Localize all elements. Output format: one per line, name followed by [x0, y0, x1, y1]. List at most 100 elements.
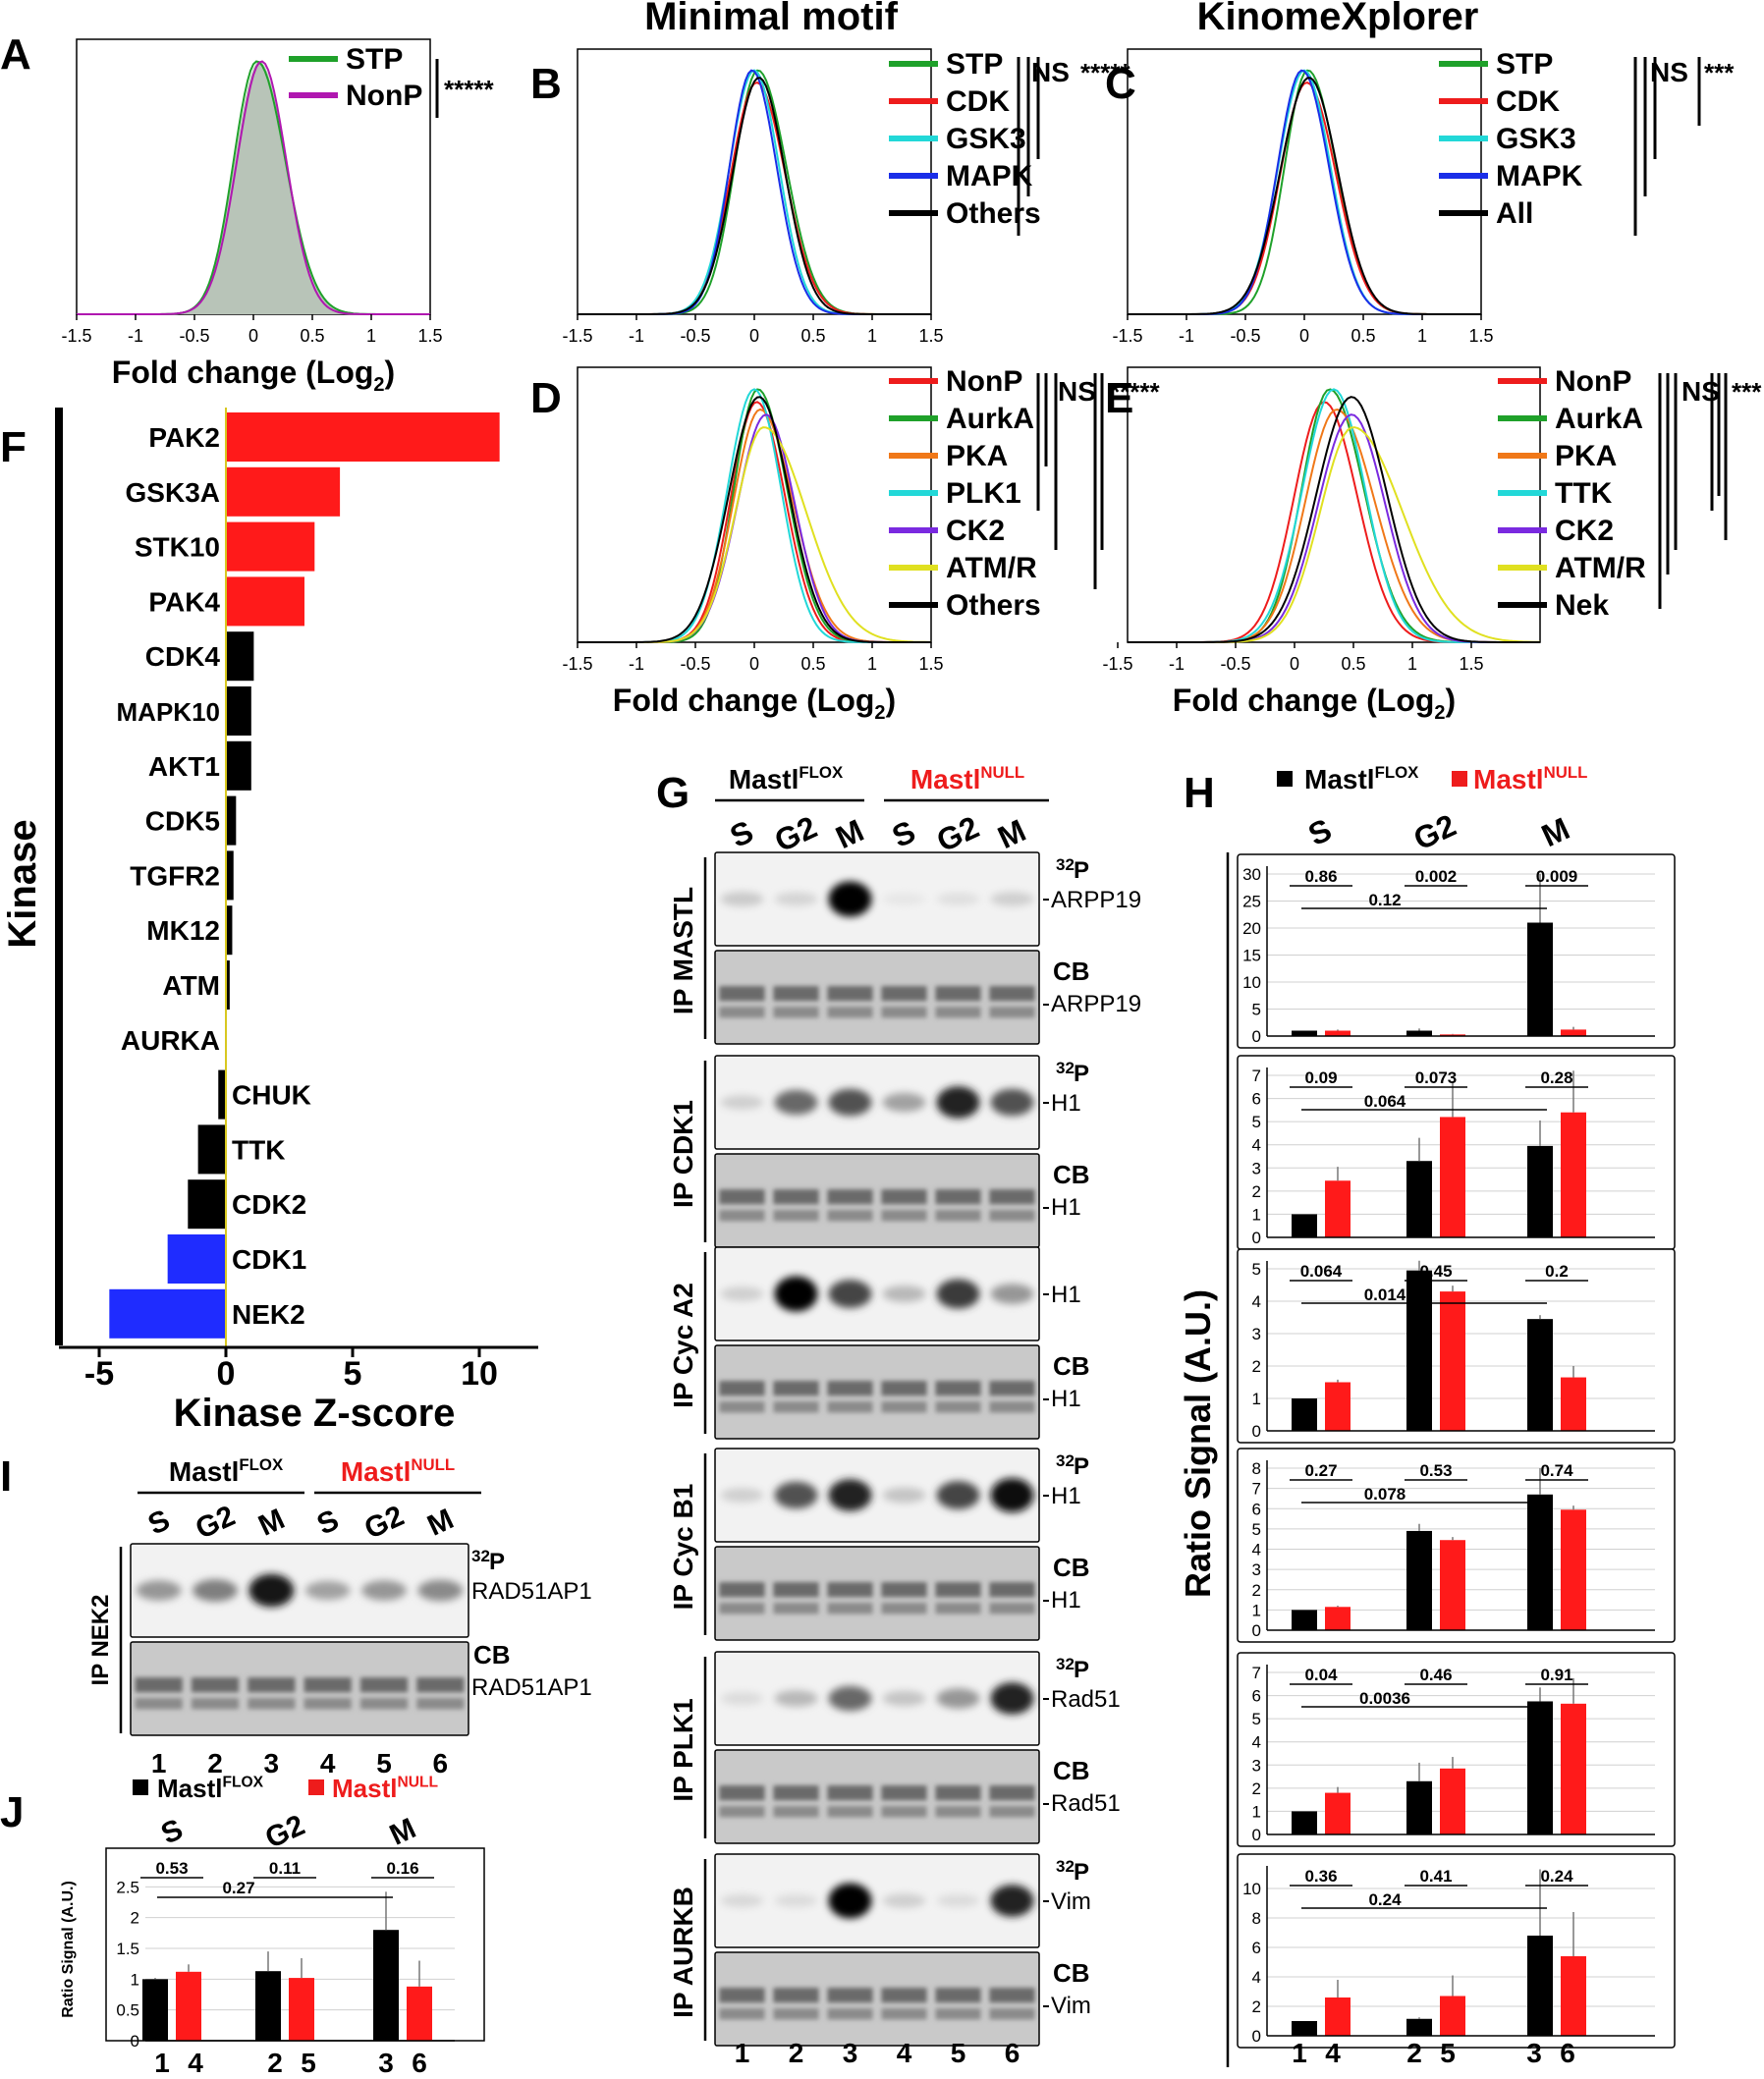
p-value-label: 0.28 [1540, 1068, 1572, 1087]
lane-number: 3 [378, 2048, 394, 2078]
density-line-all [1128, 77, 1481, 315]
cb-band [827, 1603, 873, 1614]
significance-label: *** [1732, 377, 1762, 407]
density-line-others [578, 77, 931, 315]
cb-band [773, 1189, 819, 1205]
p-value-span-label: 0.064 [1364, 1092, 1406, 1111]
cb-band [773, 1210, 819, 1222]
group-label-main: Mastl [729, 764, 799, 794]
x-axis-title: Fold change (Log2) [1173, 683, 1456, 724]
bar-null [407, 1986, 432, 2041]
ip-label: IP Cyc A2 [668, 1283, 698, 1408]
autorad-gel [714, 1853, 1040, 1948]
x-tick-label: -1.5 [1102, 654, 1132, 674]
ip-label: IP MASTL [668, 887, 698, 1014]
y-tick-label: 2 [1252, 1997, 1261, 2016]
x-tick-label: 1 [366, 326, 376, 346]
y-axis-title: Kinase [1, 819, 44, 948]
kinase-label: MK12 [146, 915, 220, 946]
bar-null [1561, 1029, 1586, 1036]
y-tick-label: 1 [1252, 1802, 1261, 1821]
isotope-letter: P [1074, 1061, 1089, 1087]
cb-band [989, 1806, 1035, 1818]
y-tick-label: 2 [1252, 1182, 1261, 1201]
p-value-label: 0.74 [1540, 1461, 1573, 1480]
group-label-main: Mastl [1304, 764, 1375, 794]
x-tick-label: -0.5 [680, 326, 710, 346]
x-tick-label: 1.5 [1459, 654, 1483, 674]
bar-null [1440, 1996, 1465, 2036]
autorad-band [882, 1487, 926, 1504]
cb-band [719, 2008, 765, 2020]
p-value-label: 0.53 [155, 1859, 188, 1878]
lane-number: 4 [188, 2048, 203, 2078]
y-tick-label: 0 [1252, 1826, 1261, 1844]
phase-label: S [156, 1813, 188, 1850]
significance-label: NS [1058, 376, 1096, 407]
phase-label: S [725, 813, 759, 854]
legend-label: Nek [1555, 589, 1609, 622]
y-tick-label: 7 [1252, 1067, 1261, 1085]
p-value-label: 0.2 [1545, 1262, 1569, 1281]
plot-frame [577, 48, 932, 315]
density-line-gsk3 [1128, 69, 1481, 315]
y-tick-label: 20 [1242, 919, 1261, 938]
legend-label: AurkA [946, 403, 1034, 435]
x-tick-label: 0 [1290, 654, 1299, 674]
zscore-bar-nek2 [109, 1288, 226, 1339]
blot-row-ip-cyc-b1: 32 P H1 CB H1 IP Cyc B1 [668, 1448, 1090, 1641]
autorad-band [936, 1688, 980, 1709]
autorad-band [882, 1690, 926, 1707]
kinase-label: AURKA [121, 1025, 220, 1056]
lane-number: 3 [843, 2038, 858, 2068]
y-tick-label: 2 [1252, 1581, 1261, 1600]
bar-flox [255, 1971, 281, 2041]
cb-band [773, 1582, 819, 1598]
zscore-bar-cdk1 [167, 1234, 226, 1284]
y-tick-label: 2 [1252, 1779, 1261, 1798]
lane-number: 4 [897, 2038, 912, 2068]
p-value-label: 0.27 [1304, 1461, 1337, 1480]
cb-band [719, 1210, 765, 1222]
bar-flox [142, 1979, 168, 2041]
significance-label: ***** [1110, 377, 1160, 407]
cb-label: CB [1053, 1160, 1090, 1189]
panel-letter-d: D [530, 374, 562, 422]
cb-band [773, 1381, 819, 1396]
header-minimal-motif: Minimal motif [644, 0, 898, 38]
zscore-bar-cdk5 [226, 795, 237, 846]
x-axis-title: Kinase Z-score [174, 1392, 456, 1435]
coomassie-gel [714, 1951, 1040, 2047]
autorad-band [882, 1893, 926, 1908]
autorad-band [828, 881, 872, 917]
zscore-bar-mapk10 [226, 686, 251, 736]
bar-flox [1292, 1030, 1317, 1036]
autorad-band [720, 1095, 764, 1110]
cb-band [989, 1007, 1035, 1018]
cb-band [881, 2008, 927, 2020]
cb-band [827, 1189, 873, 1205]
density-line-cdk [578, 82, 931, 315]
bar-null [289, 1978, 314, 2041]
zscore-bar-akt1 [226, 740, 251, 791]
legend-label: GSK3 [1496, 123, 1576, 155]
legend-label: STP [1496, 48, 1553, 81]
x-tick-label: -0.5 [680, 654, 710, 674]
phase-label: M [1536, 810, 1574, 853]
group-label-sup: FLOX [1375, 763, 1420, 782]
cb-band [248, 1698, 296, 1710]
legend-label: PLK1 [946, 477, 1021, 510]
bar-null [1440, 1291, 1465, 1431]
cb-band [827, 1210, 873, 1222]
cb-band [773, 1603, 819, 1614]
kinase-label: CDK4 [145, 641, 221, 672]
plot-frame [1127, 48, 1482, 315]
ip-label: IP AURKB [668, 1887, 698, 2018]
legend-label: STP [946, 48, 1003, 81]
x-axis-title-close: ) [385, 355, 396, 390]
p-value-label: 0.46 [1419, 1666, 1452, 1684]
group-label-main: Mastl [1473, 764, 1544, 794]
autorad-band [828, 1685, 872, 1712]
